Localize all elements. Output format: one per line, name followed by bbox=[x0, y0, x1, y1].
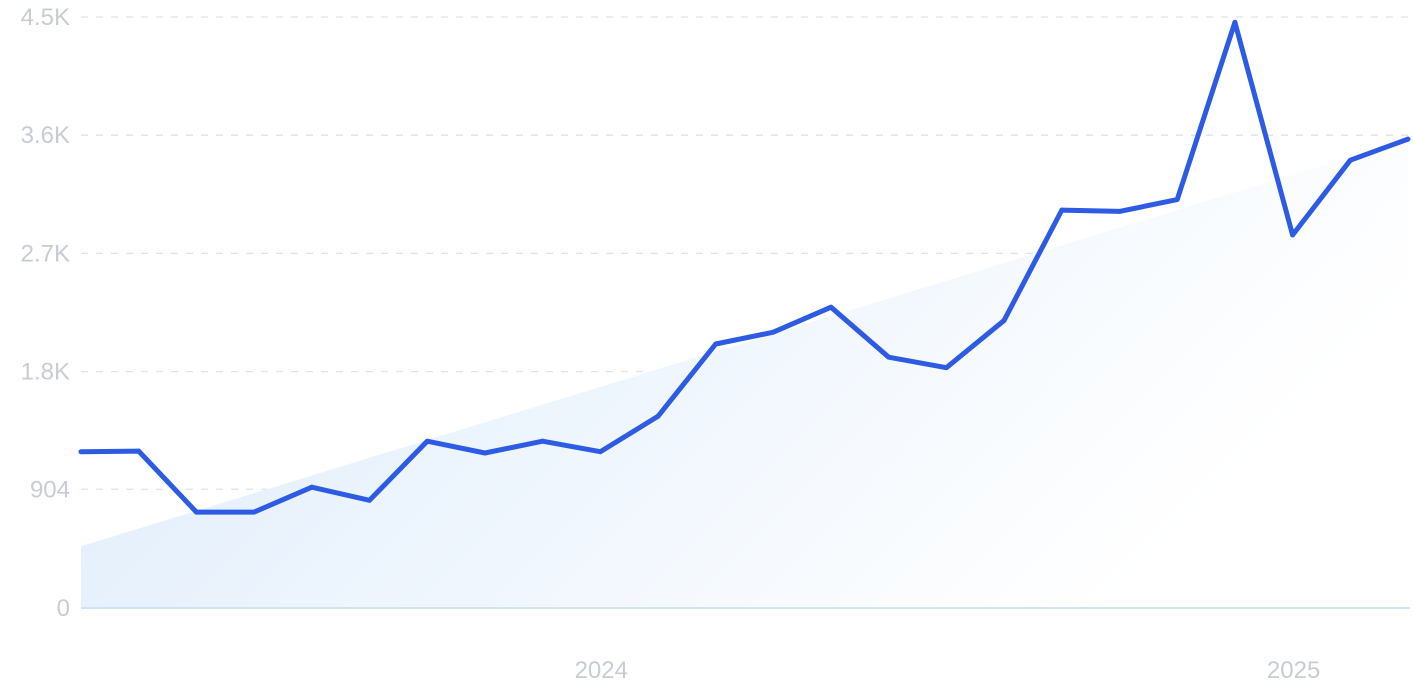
data-point bbox=[424, 438, 430, 444]
data-point bbox=[78, 449, 84, 455]
data-point bbox=[309, 484, 315, 490]
y-tick-label: 3.6K bbox=[21, 122, 70, 149]
series-line bbox=[78, 19, 1411, 515]
y-tick-label: 2.7K bbox=[21, 240, 70, 267]
y-axis-labels: 0 904 1.8K 2.7K 3.6K 4.5K bbox=[21, 4, 70, 622]
data-point bbox=[770, 329, 776, 335]
y-tick-label: 4.5K bbox=[21, 4, 70, 31]
data-point bbox=[193, 509, 199, 515]
y-tick-label: 1.8K bbox=[21, 359, 70, 386]
data-point bbox=[482, 450, 488, 456]
data-point bbox=[540, 438, 545, 444]
data-point bbox=[1117, 208, 1122, 214]
data-point bbox=[1290, 232, 1296, 238]
data-point bbox=[1232, 19, 1238, 25]
data-point bbox=[251, 509, 257, 515]
data-point bbox=[597, 449, 603, 455]
data-point bbox=[1347, 157, 1353, 163]
data-point bbox=[655, 413, 661, 419]
data-point bbox=[1059, 207, 1065, 213]
data-point bbox=[1174, 197, 1180, 202]
x-tick-label: 2024 bbox=[575, 657, 628, 684]
x-tick-label: 2025 bbox=[1267, 657, 1320, 684]
data-point bbox=[886, 354, 892, 360]
data-point bbox=[136, 448, 142, 454]
x-axis-labels: 2024 2025 bbox=[575, 657, 1321, 684]
y-tick-label: 0 bbox=[57, 595, 70, 622]
data-point bbox=[713, 341, 719, 347]
data-point bbox=[1001, 317, 1007, 323]
data-point bbox=[944, 365, 949, 371]
y-tick-label: 904 bbox=[30, 476, 70, 503]
data-point bbox=[828, 304, 834, 310]
data-points bbox=[78, 19, 1411, 515]
data-point bbox=[367, 497, 372, 503]
trend-area bbox=[81, 139, 1408, 608]
data-point bbox=[1405, 136, 1411, 142]
